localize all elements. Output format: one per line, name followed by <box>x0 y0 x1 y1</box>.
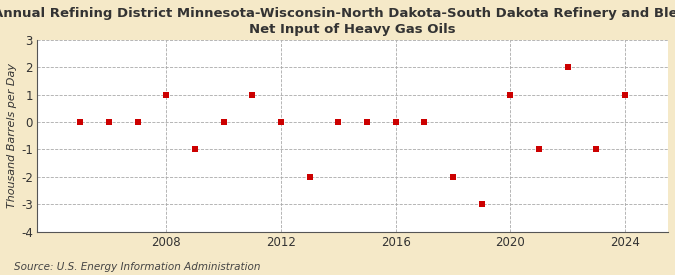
Point <box>390 120 401 124</box>
Point <box>505 92 516 97</box>
Point <box>620 92 630 97</box>
Point <box>75 120 86 124</box>
Point <box>275 120 286 124</box>
Point <box>103 120 114 124</box>
Text: Source: U.S. Energy Information Administration: Source: U.S. Energy Information Administ… <box>14 262 260 272</box>
Point <box>562 65 573 70</box>
Point <box>534 147 545 152</box>
Point <box>161 92 171 97</box>
Title: Annual Refining District Minnesota-Wisconsin-North Dakota-South Dakota Refinery : Annual Refining District Minnesota-Wisco… <box>0 7 675 36</box>
Point <box>218 120 229 124</box>
Point <box>419 120 430 124</box>
Point <box>362 120 373 124</box>
Point <box>190 147 200 152</box>
Point <box>591 147 601 152</box>
Point <box>448 175 458 179</box>
Point <box>247 92 258 97</box>
Point <box>132 120 143 124</box>
Point <box>333 120 344 124</box>
Point <box>477 202 487 207</box>
Y-axis label: Thousand Barrels per Day: Thousand Barrels per Day <box>7 63 17 208</box>
Point <box>304 175 315 179</box>
